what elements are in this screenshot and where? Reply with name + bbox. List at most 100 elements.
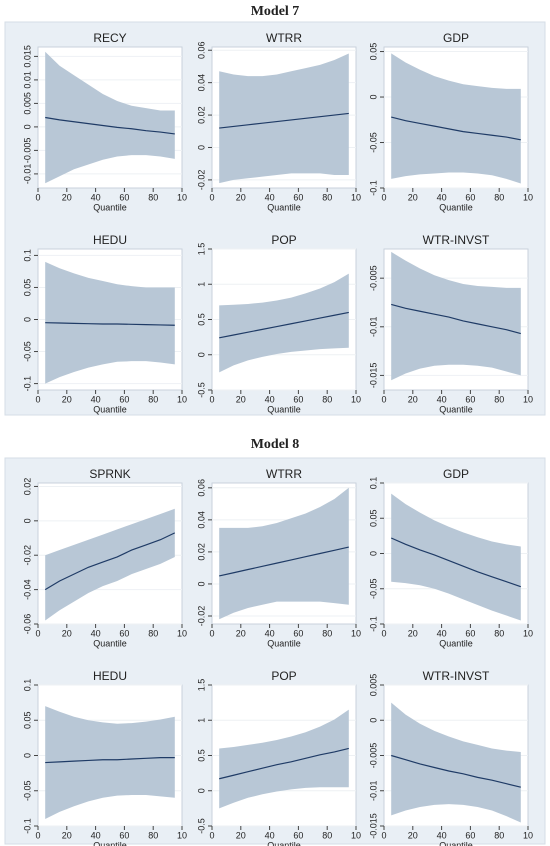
- y-tick-label: 0.02: [22, 478, 32, 496]
- y-tick-label: 0.04: [196, 511, 206, 529]
- confidence-band: [45, 508, 175, 621]
- x-axis-label: Quantile: [93, 404, 127, 414]
- x-tick-label: 10: [177, 394, 187, 404]
- y-tick-label: 0.1: [368, 477, 378, 490]
- coefficient-line: [45, 116, 175, 135]
- y-tick-label: 1: [196, 718, 206, 723]
- x-tick-label: 20: [408, 628, 418, 638]
- y-tick-label: -0.005: [368, 265, 378, 291]
- x-tick-label: 40: [91, 628, 101, 638]
- x-tick-label: 80: [494, 192, 504, 202]
- x-tick-label: 0: [35, 394, 40, 404]
- x-tick-label: 60: [293, 394, 303, 404]
- confidence-band: [45, 51, 175, 184]
- x-tick-label: 40: [265, 830, 275, 840]
- coefficient-line: [390, 537, 521, 588]
- y-tick-label: -0.02: [22, 545, 32, 566]
- coefficient-line: [219, 112, 349, 129]
- coefficient-line: [45, 322, 175, 326]
- y-tick-label: -0.1: [368, 180, 378, 196]
- y-tick-label: 0.005: [22, 92, 32, 115]
- y-tick-label: 0: [22, 317, 32, 322]
- x-tick-label: 10: [351, 394, 361, 404]
- x-tick-label: 80: [148, 628, 158, 638]
- x-tick-label: 80: [322, 394, 332, 404]
- x-tick-label: 0: [209, 192, 214, 202]
- panel-title: Model 7: [251, 4, 300, 19]
- y-tick-label: 0.02: [196, 106, 206, 124]
- coefficient-line: [219, 747, 349, 780]
- x-tick-label: 60: [465, 628, 475, 638]
- y-tick-label: -0.04: [22, 579, 32, 600]
- y-tick-label: 0.5: [196, 749, 206, 762]
- x-axis-label: Quantile: [267, 638, 301, 648]
- y-tick-label: 0: [22, 518, 32, 523]
- x-tick-label: 10: [523, 628, 533, 638]
- y-tick-label: -0.1: [22, 376, 32, 392]
- x-tick-label: 80: [494, 830, 504, 840]
- x-tick-label: 80: [148, 830, 158, 840]
- x-tick-label: 60: [293, 830, 303, 840]
- panel-title: Model 8: [251, 437, 300, 452]
- x-tick-label: 60: [293, 192, 303, 202]
- x-tick-label: 20: [236, 394, 246, 404]
- x-tick-label: 60: [119, 628, 129, 638]
- y-tick-label: -0.5: [196, 818, 206, 834]
- x-axis-label: Quantile: [267, 404, 301, 414]
- x-tick-label: 20: [62, 394, 72, 404]
- y-tick-label: 0.1: [22, 249, 32, 262]
- x-tick-label: 60: [119, 394, 129, 404]
- y-tick-label: 0: [196, 352, 206, 357]
- y-tick-label: -0.015: [368, 813, 378, 839]
- chart-title: SPRNK: [89, 467, 130, 481]
- y-tick-label: 0.05: [22, 279, 32, 297]
- x-tick-label: 0: [381, 394, 386, 404]
- y-tick-label: 0.01: [22, 71, 32, 89]
- y-tick-label: 1.5: [196, 679, 206, 692]
- y-tick-label: -0.06: [22, 614, 32, 635]
- x-tick-label: 40: [265, 192, 275, 202]
- y-tick-label: 1: [196, 282, 206, 287]
- y-tick-label: 0.015: [22, 45, 32, 68]
- x-tick-label: 10: [177, 628, 187, 638]
- chart-title: WTRR: [266, 31, 302, 45]
- y-tick-label: 0.1: [22, 679, 32, 692]
- y-tick-label: 0: [368, 718, 378, 723]
- x-tick-label: 60: [293, 628, 303, 638]
- x-tick-label: 20: [408, 830, 418, 840]
- chart-title: WTR-INVST: [423, 669, 490, 683]
- confidence-band: [391, 53, 521, 184]
- chart-title: RECY: [93, 31, 126, 45]
- x-tick-label: 60: [465, 830, 475, 840]
- x-tick-label: 60: [119, 830, 129, 840]
- x-tick-label: 40: [91, 830, 101, 840]
- confidence-band: [391, 702, 521, 823]
- y-tick-label: 0.04: [196, 74, 206, 92]
- x-tick-label: 40: [91, 192, 101, 202]
- coefficient-line: [391, 754, 521, 788]
- y-tick-label: -0.005: [368, 743, 378, 769]
- y-tick-label: 0: [22, 124, 32, 129]
- y-tick-label: -0.5: [196, 382, 206, 398]
- x-tick-label: 80: [322, 192, 332, 202]
- x-tick-label: 0: [35, 192, 40, 202]
- chart-title: GDP: [443, 31, 469, 45]
- chart-title: POP: [271, 669, 296, 683]
- x-tick-label: 10: [351, 192, 361, 202]
- x-axis-label: Quantile: [93, 840, 127, 846]
- y-tick-label: -0.05: [368, 132, 378, 153]
- confidence-band: [219, 273, 349, 373]
- x-tick-label: 10: [523, 830, 533, 840]
- y-tick-label: 0.05: [368, 509, 378, 527]
- x-tick-label: 20: [408, 394, 418, 404]
- y-tick-label: -0.05: [368, 578, 378, 599]
- x-tick-label: 20: [236, 628, 246, 638]
- chart-title: POP: [271, 233, 296, 247]
- x-tick-label: 60: [119, 192, 129, 202]
- coefficient-line: [391, 116, 521, 141]
- x-tick-label: 10: [177, 192, 187, 202]
- x-tick-label: 40: [265, 394, 275, 404]
- x-tick-label: 10: [177, 830, 187, 840]
- chart-title: WTRR: [266, 467, 302, 481]
- y-tick-label: 1.5: [196, 243, 206, 256]
